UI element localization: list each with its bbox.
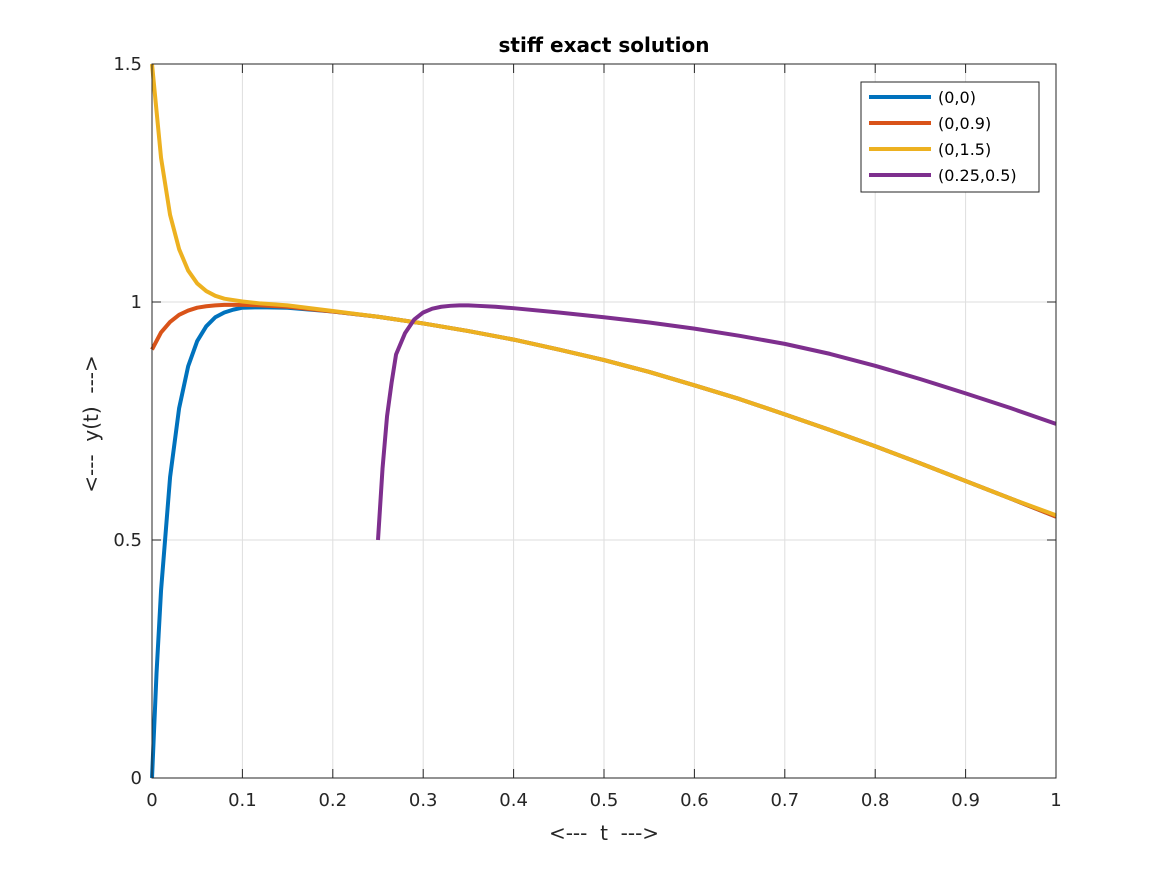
x-axis-label: <--- t ---> xyxy=(549,821,659,845)
x-tick-label: 0.7 xyxy=(770,790,799,811)
x-tick-label: 0.2 xyxy=(318,790,347,811)
y-tick-label: 0.5 xyxy=(113,530,142,551)
chart-title: stiff exact solution xyxy=(499,33,710,57)
y-tick-label: 0 xyxy=(131,768,142,789)
legend-label-3: (0,1.5) xyxy=(938,140,991,159)
x-axis-ticks: 0 0.1 0.2 0.3 0.4 0.5 0.6 0.7 0.8 0.9 1 xyxy=(146,64,1062,811)
x-tick-label: 1 xyxy=(1050,790,1061,811)
x-tick-label: 0.4 xyxy=(499,790,528,811)
legend-label-2: (0,0.9) xyxy=(938,114,991,133)
legend-label-4: (0.25,0.5) xyxy=(938,166,1017,185)
y-axis-label: <--- y(t) ---> xyxy=(79,355,103,493)
x-tick-label: 0 xyxy=(146,790,157,811)
series-line-3 xyxy=(150,63,1057,518)
x-tick-label: 0.5 xyxy=(590,790,619,811)
x-tick-label: 0.1 xyxy=(228,790,257,811)
x-tick-label: 0.8 xyxy=(861,790,890,811)
x-tick-label: 0.6 xyxy=(680,790,709,811)
y-axis-ticks: 0 0.5 1 1.5 xyxy=(113,54,1056,789)
x-tick-label: 0.9 xyxy=(951,790,980,811)
y-tick-label: 1.5 xyxy=(113,54,142,75)
y-tick-label: 1 xyxy=(131,292,142,313)
series-group xyxy=(150,63,1057,779)
legend-label-1: (0,0) xyxy=(938,88,976,107)
legend: (0,0) (0,0.9) (0,1.5) (0.25,0.5) xyxy=(860,81,1040,193)
series-line-4 xyxy=(376,303,1057,541)
x-tick-label: 0.3 xyxy=(409,790,438,811)
